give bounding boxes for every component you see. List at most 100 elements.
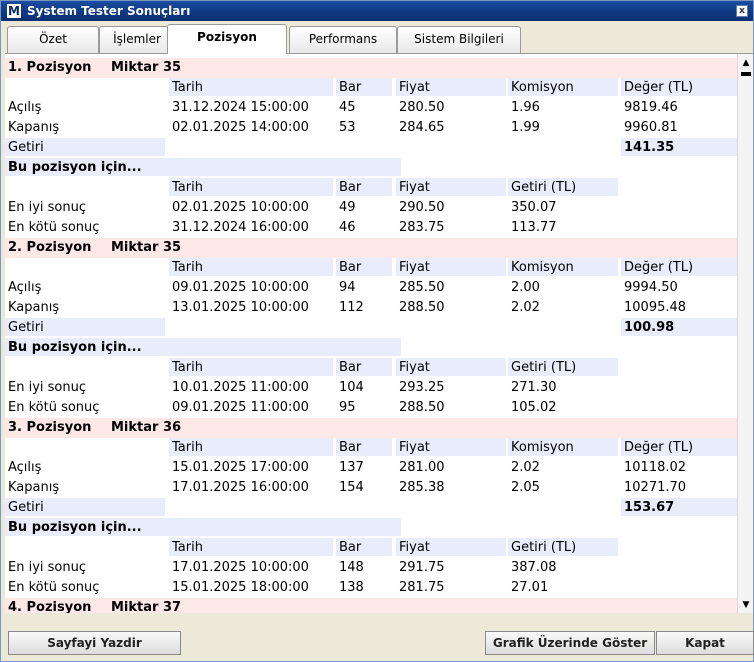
trade-bar: 53 [339, 120, 356, 135]
column-header-bg [396, 438, 506, 456]
trade-row-acilis: Açılış 09.01.2025 10:00:00 94 285.50 2.00 999… [5, 278, 739, 298]
result-return: 113.77 [511, 220, 557, 235]
result-row-en_iyi: En iyi sonuç 17.01.2025 10:00:00 148 291.75… [5, 558, 739, 578]
getiri-value-bg [621, 498, 739, 516]
column-header-bg [169, 438, 333, 456]
close-button[interactable]: Kapat [656, 631, 754, 655]
col-fiyat: Fiyat [399, 360, 430, 375]
col-tarih: Tarih [172, 260, 203, 275]
trade-date: 13.01.2025 10:00:00 [172, 300, 309, 315]
col-deger: Değer (TL) [624, 440, 694, 455]
trade-row-kapanis: Kapanış 13.01.2025 10:00:00 112 288.50 2.02 1… [5, 298, 739, 318]
tab-islemler[interactable]: İşlemler [99, 26, 175, 53]
tab-label: Pozisyon [197, 30, 257, 44]
column-header-bg [336, 358, 392, 376]
scroll-up-icon[interactable]: ▲ [742, 58, 750, 68]
app-logo-icon: M [7, 4, 21, 18]
best-worst-header-bg [5, 158, 401, 176]
trade-price: 280.50 [399, 100, 445, 115]
getiri-label: Getiri [8, 500, 44, 515]
column-header-bg [336, 178, 392, 196]
position-quantity: Miktar 37 [111, 600, 182, 613]
trade-bar: 94 [339, 280, 356, 295]
col-deger: Değer (TL) [624, 80, 694, 95]
title-bar: M System Tester Sonuçları x [1, 1, 753, 21]
column-header-bg [169, 538, 333, 556]
row-label: En iyi sonuç [8, 560, 86, 575]
col-bar: Bar [339, 360, 362, 375]
result-date: 17.01.2025 10:00:00 [172, 560, 309, 575]
result-return: 105.02 [511, 400, 557, 415]
col-getiri: Getiri (TL) [511, 360, 577, 375]
tab-ozet[interactable]: Özet [7, 26, 99, 53]
col-komisyon: Komisyon [511, 260, 574, 275]
position-quantity: Miktar 36 [111, 420, 182, 435]
row-label: Açılış [8, 280, 42, 295]
print-page-button[interactable]: Sayfayi Yazdir [8, 631, 181, 655]
position-header: 2. Pozisyon Miktar 35 [5, 238, 739, 258]
column-header-bg [396, 78, 506, 96]
col-fiyat: Fiyat [399, 260, 430, 275]
result-bar: 95 [339, 400, 356, 415]
show-on-chart-button[interactable]: Grafik Üzerinde Göster [485, 631, 655, 655]
column-header-bg [508, 538, 618, 556]
scroll-thumb[interactable] [741, 72, 751, 76]
row-label: Kapanış [8, 120, 60, 135]
result-bar: 49 [339, 200, 356, 215]
trade-price: 284.65 [399, 120, 445, 135]
trade-commission: 2.02 [511, 300, 540, 315]
best-worst-title: Bu pozisyon için... [8, 520, 142, 535]
row-label: En kötü sonuç [8, 220, 100, 235]
tab-label: İşlemler [113, 32, 161, 46]
row-label: Açılış [8, 100, 42, 115]
col-fiyat: Fiyat [399, 180, 430, 195]
column-header-bg [508, 358, 618, 376]
tab-sistem-bilgileri[interactable]: Sistem Bilgileri [397, 26, 521, 53]
result-bar: 104 [339, 380, 364, 395]
result-date: 15.01.2025 18:00:00 [172, 580, 309, 595]
trade-date: 02.01.2025 14:00:00 [172, 120, 309, 135]
trade-bar: 112 [339, 300, 364, 315]
trade-price: 285.50 [399, 280, 445, 295]
col-bar: Bar [339, 440, 362, 455]
column-header-bg [336, 258, 392, 276]
result-price: 290.50 [399, 200, 445, 215]
best-worst-title: Bu pozisyon için... [8, 160, 142, 175]
result-bar: 148 [339, 560, 364, 575]
trade-value: 9960.81 [624, 120, 678, 135]
best-worst-title: Bu pozisyon için... [8, 340, 142, 355]
trade-commission: 2.05 [511, 480, 540, 495]
column-header-bg [169, 358, 333, 376]
column-header-bg [621, 258, 739, 276]
row-label: En kötü sonuç [8, 580, 100, 595]
col-tarih: Tarih [172, 440, 203, 455]
tab-performans[interactable]: Performans [289, 26, 397, 53]
close-icon[interactable]: x [736, 5, 748, 17]
trade-row-acilis: Açılış 31.12.2024 15:00:00 45 280.50 1.96 981… [5, 98, 739, 118]
getiri-label-bg [5, 498, 165, 516]
vertical-scrollbar[interactable]: ▲ ▼ [737, 54, 753, 613]
window-title: System Tester Sonuçları [27, 4, 191, 18]
trade-value: 10118.02 [624, 460, 687, 475]
column-header-bg [169, 258, 333, 276]
result-row-en_kotu: En kötü sonuç 31.12.2024 16:00:00 46 283.75… [5, 218, 739, 238]
best-worst-header: Bu pozisyon için... [5, 338, 739, 358]
result-price: 293.25 [399, 380, 445, 395]
column-header-bg [508, 258, 618, 276]
result-row-en_kotu: En kötü sonuç 09.01.2025 11:00:00 95 288.50… [5, 398, 739, 418]
position-quantity: Miktar 35 [111, 240, 182, 255]
trade-bar: 45 [339, 100, 356, 115]
tab-pozisyon[interactable]: Pozisyon [167, 24, 287, 54]
trade-commission: 1.96 [511, 100, 540, 115]
column-header-bg [396, 538, 506, 556]
column-header-bg [336, 538, 392, 556]
best-worst-header: Bu pozisyon için... [5, 158, 739, 178]
col-deger: Değer (TL) [624, 260, 694, 275]
trade-value: 10095.48 [624, 300, 687, 315]
column-header-bg [336, 438, 392, 456]
row-label: En iyi sonuç [8, 380, 86, 395]
positions-report: 1. Pozisyon Miktar 35 Tarih Bar Fiyat Komisyo… [5, 53, 753, 613]
col-bar: Bar [339, 80, 362, 95]
scroll-down-icon[interactable]: ▼ [742, 600, 750, 610]
column-header-bg [621, 438, 739, 456]
